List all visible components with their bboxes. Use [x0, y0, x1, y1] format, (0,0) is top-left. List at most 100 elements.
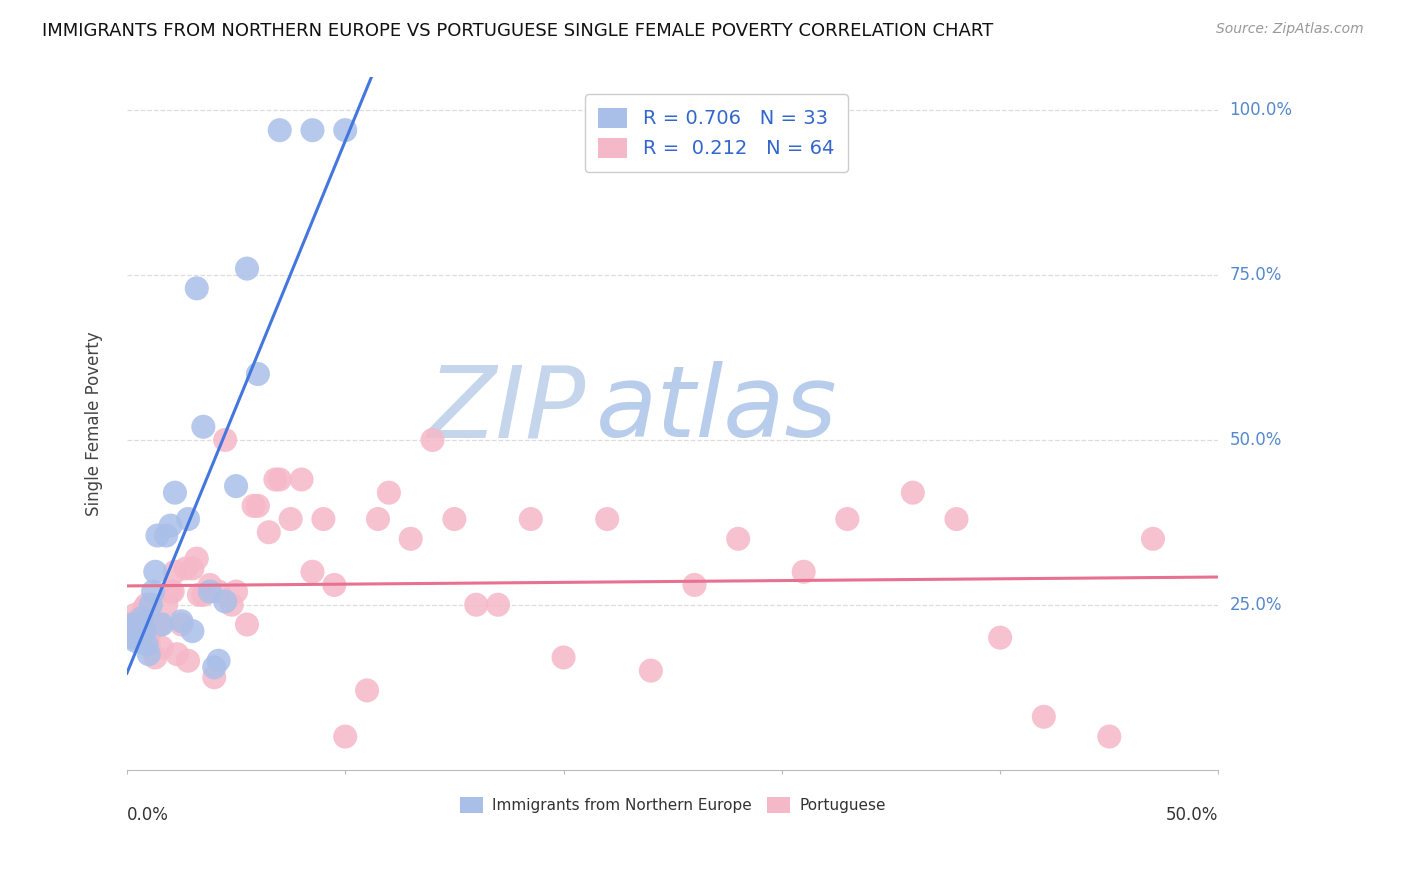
Point: [188, 588, 211, 602]
Text: 25.0%: 25.0%: [1230, 596, 1282, 614]
Point: [174, 561, 197, 575]
Point: [135, 598, 157, 612]
Point: [150, 617, 173, 632]
Text: 100.0%: 100.0%: [1230, 102, 1292, 120]
Point: [422, 433, 444, 447]
Point: [138, 647, 160, 661]
Point: [139, 624, 162, 639]
Point: [246, 367, 269, 381]
Point: [181, 624, 204, 639]
Point: [170, 617, 193, 632]
Point: [378, 485, 401, 500]
Point: [221, 598, 243, 612]
Point: [139, 598, 162, 612]
Point: [149, 617, 172, 632]
Point: [301, 565, 323, 579]
Point: [335, 123, 357, 137]
Point: [290, 473, 312, 487]
Point: [143, 565, 166, 579]
Point: [163, 485, 186, 500]
Point: [155, 598, 177, 612]
Point: [242, 499, 264, 513]
Point: [138, 637, 160, 651]
Point: [159, 518, 181, 533]
Point: [163, 565, 186, 579]
Point: [166, 647, 188, 661]
Point: [129, 611, 152, 625]
Point: [177, 654, 200, 668]
Point: [127, 621, 149, 635]
Point: [236, 261, 259, 276]
Point: [553, 650, 575, 665]
Point: [127, 621, 149, 635]
Point: [335, 730, 357, 744]
Point: [155, 528, 177, 542]
Text: Source: ZipAtlas.com: Source: ZipAtlas.com: [1216, 22, 1364, 37]
Point: [301, 123, 323, 137]
Point: [122, 631, 145, 645]
Point: [640, 664, 662, 678]
Point: [124, 607, 146, 622]
Point: [207, 584, 229, 599]
Point: [269, 473, 291, 487]
Y-axis label: Single Female Poverty: Single Female Poverty: [86, 331, 103, 516]
Point: [143, 650, 166, 665]
Point: [202, 660, 225, 674]
Point: [159, 584, 181, 599]
Point: [399, 532, 422, 546]
Point: [727, 532, 749, 546]
Point: [356, 683, 378, 698]
Point: [198, 578, 221, 592]
Point: [134, 601, 156, 615]
Point: [120, 617, 142, 632]
Point: [901, 485, 924, 500]
Text: ZIP: ZIP: [427, 361, 585, 458]
Point: [162, 584, 184, 599]
Point: [198, 584, 221, 599]
Point: [443, 512, 465, 526]
Point: [177, 512, 200, 526]
Point: [269, 123, 291, 137]
Point: [131, 617, 153, 632]
Point: [193, 419, 215, 434]
Point: [181, 561, 204, 575]
Text: atlas: atlas: [596, 361, 838, 458]
Text: 50.0%: 50.0%: [1230, 431, 1282, 449]
Point: [988, 631, 1011, 645]
Point: [186, 281, 208, 295]
Point: [214, 433, 236, 447]
Point: [793, 565, 815, 579]
Point: [1142, 532, 1164, 546]
Point: [131, 611, 153, 625]
Point: [202, 670, 225, 684]
Point: [120, 617, 142, 632]
Point: [134, 624, 156, 639]
Point: [280, 512, 302, 526]
Point: [146, 528, 169, 542]
Point: [207, 654, 229, 668]
Point: [225, 479, 247, 493]
Point: [193, 588, 215, 602]
Text: 75.0%: 75.0%: [1230, 266, 1282, 285]
Point: [257, 525, 280, 540]
Point: [837, 512, 859, 526]
Point: [236, 617, 259, 632]
Legend: Immigrants from Northern Europe, Portuguese: Immigrants from Northern Europe, Portugu…: [453, 789, 893, 821]
Point: [945, 512, 967, 526]
Point: [596, 512, 619, 526]
Point: [486, 598, 509, 612]
Point: [225, 584, 247, 599]
Text: 0.0%: 0.0%: [127, 805, 169, 823]
Text: IMMIGRANTS FROM NORTHERN EUROPE VS PORTUGUESE SINGLE FEMALE POVERTY CORRELATION : IMMIGRANTS FROM NORTHERN EUROPE VS PORTU…: [42, 22, 994, 40]
Point: [1098, 730, 1121, 744]
Point: [465, 598, 488, 612]
Point: [520, 512, 543, 526]
Point: [135, 637, 157, 651]
Point: [683, 578, 706, 592]
Point: [118, 621, 141, 635]
Point: [142, 584, 165, 599]
Point: [129, 617, 152, 632]
Point: [264, 473, 287, 487]
Point: [1032, 710, 1054, 724]
Point: [150, 640, 173, 655]
